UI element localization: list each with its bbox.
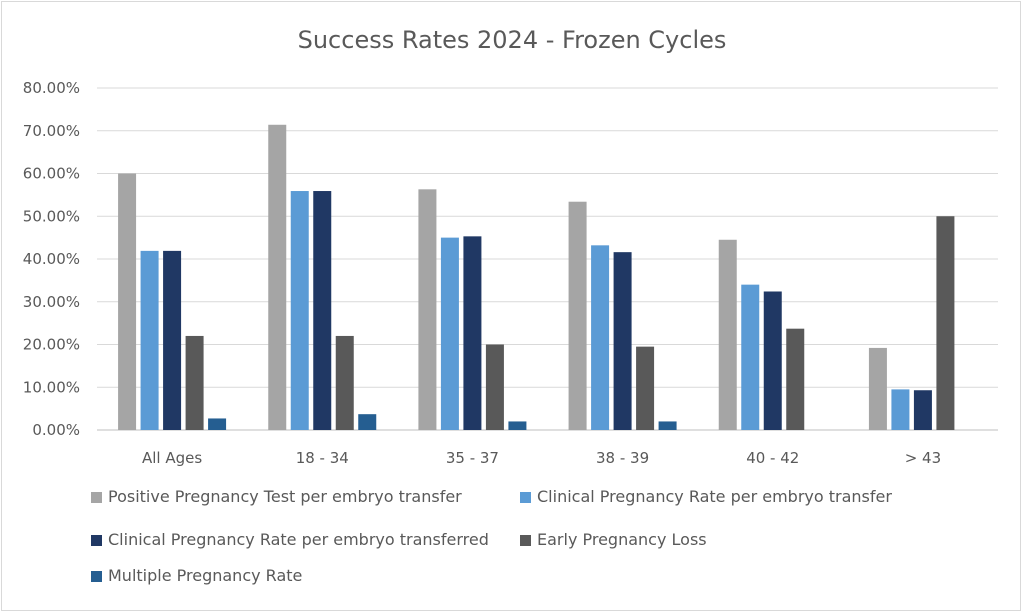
bar [786,328,805,430]
legend-entry: Clinical Pregnancy Rate per embryo trans… [537,487,892,506]
bar [185,335,204,430]
bar [418,189,437,430]
x-tick-label: 40 - 42 [746,449,799,467]
bar [718,239,737,430]
bar [936,216,955,430]
bar [208,418,227,430]
x-tick-label: > 43 [905,449,941,467]
bar [913,390,932,430]
bar [868,347,887,430]
bar [568,201,587,430]
legend-swatch [91,492,102,503]
bar [891,389,910,430]
legend-entry: Clinical Pregnancy Rate per embryo trans… [108,530,489,549]
x-tick-label: 38 - 39 [596,449,649,467]
bar [118,173,137,430]
y-axis-labels: 0.00% 10.00% 20.00% 30.00% 40.00% 50.00% 60.00… [23,79,80,439]
bar [358,414,377,430]
chart-title: Success Rates 2024 - Frozen Cycles [298,26,727,54]
legend-swatch [520,492,531,503]
y-tick-label: 10.00% [23,378,80,396]
bar [440,237,459,430]
x-tick-label: 35 - 37 [446,449,499,467]
y-tick-label: 0.00% [32,421,80,439]
bar [313,191,332,430]
bar [613,252,632,430]
y-tick-label: 20.00% [23,336,80,354]
x-tick-label: 18 - 34 [296,449,349,467]
legend-entry: Multiple Pregnancy Rate [108,566,302,585]
bar [485,344,504,430]
y-tick-label: 80.00% [23,79,80,97]
bar [140,250,159,430]
bar [658,421,677,430]
x-axis-labels: All Ages 18 - 34 35 - 37 38 - 39 40 - 42 > 43 [142,449,941,467]
gridlines [97,87,998,431]
y-tick-label: 70.00% [23,122,80,140]
legend-swatch [91,571,102,582]
legend-swatch [91,535,102,546]
y-tick-label: 60.00% [23,165,80,183]
y-tick-label: 50.00% [23,207,80,225]
bar [591,245,610,430]
legend-swatch [520,535,531,546]
legend: Positive Pregnancy Test per embryo trans… [91,487,892,585]
bar [268,124,287,430]
bars [118,124,955,430]
legend-entry: Positive Pregnancy Test per embryo trans… [108,487,462,506]
bar [508,421,527,430]
bar [463,236,482,430]
y-tick-label: 30.00% [23,293,80,311]
bar [335,335,354,430]
bar [290,191,309,430]
bar [636,346,655,430]
x-tick-label: All Ages [142,449,202,467]
bar [163,250,182,430]
bar [741,284,760,430]
bar [763,291,782,430]
legend-entry: Early Pregnancy Loss [537,530,707,549]
y-tick-label: 40.00% [23,250,80,268]
